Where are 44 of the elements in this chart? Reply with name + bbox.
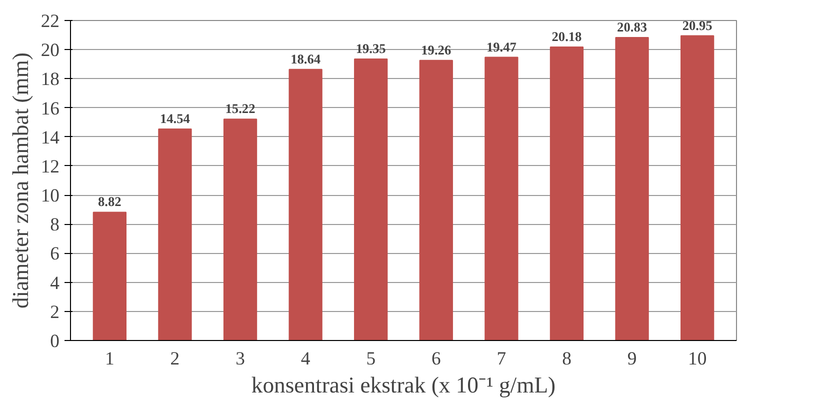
data-label: 20.83 xyxy=(617,20,648,35)
bar xyxy=(550,46,584,340)
data-label: 20.95 xyxy=(682,18,713,33)
data-label: 18.64 xyxy=(290,51,321,66)
y-tick-label: 2 xyxy=(50,302,60,323)
x-axis-title: konsentrasi ekstrak (x 10⁻¹ g/mL) xyxy=(251,372,556,398)
bar xyxy=(354,58,388,340)
y-tick-label: 12 xyxy=(40,156,60,178)
x-tick-label: 4 xyxy=(300,348,311,370)
data-label: 19.35 xyxy=(356,41,386,56)
data-label: 19.47 xyxy=(486,39,517,54)
x-tick-label: 5 xyxy=(366,348,376,370)
data-label: 8.82 xyxy=(98,194,122,210)
y-axis-title: diameter zona hambat (mm) xyxy=(8,52,33,309)
y-tick-label: 16 xyxy=(40,98,60,120)
x-tick-label: 3 xyxy=(236,348,245,370)
y-tick-label: 6 xyxy=(50,244,60,265)
data-label: 15.22 xyxy=(225,101,256,116)
y-tick-label: 8 xyxy=(50,214,60,236)
bar xyxy=(419,60,453,340)
y-tick-label: 14 xyxy=(40,127,60,148)
x-tick-label: 9 xyxy=(627,348,637,370)
bar xyxy=(484,56,518,340)
x-tick-label: 8 xyxy=(562,348,572,370)
bar xyxy=(92,212,126,340)
x-tick-label: 10 xyxy=(688,348,707,370)
y-tick-label: 4 xyxy=(50,272,60,294)
bar xyxy=(680,35,714,340)
y-tick-label: 18 xyxy=(40,69,60,90)
data-label: 14.54 xyxy=(160,111,190,126)
y-tick-label: 0 xyxy=(50,331,60,352)
y-tick-label: 10 xyxy=(40,186,60,207)
bar xyxy=(615,37,649,340)
bar xyxy=(158,128,192,340)
data-label: 20.18 xyxy=(552,28,582,44)
x-tick-label: 6 xyxy=(431,348,441,370)
x-tick-label: 7 xyxy=(496,348,506,370)
y-tick-label: 20 xyxy=(40,40,60,62)
x-tick-label: 2 xyxy=(170,348,180,370)
y-tick-label: 22 xyxy=(40,11,60,32)
bar xyxy=(223,118,258,340)
x-tick-label: 1 xyxy=(105,348,114,370)
data-label: 19.26 xyxy=(421,42,452,58)
bar xyxy=(288,68,322,340)
